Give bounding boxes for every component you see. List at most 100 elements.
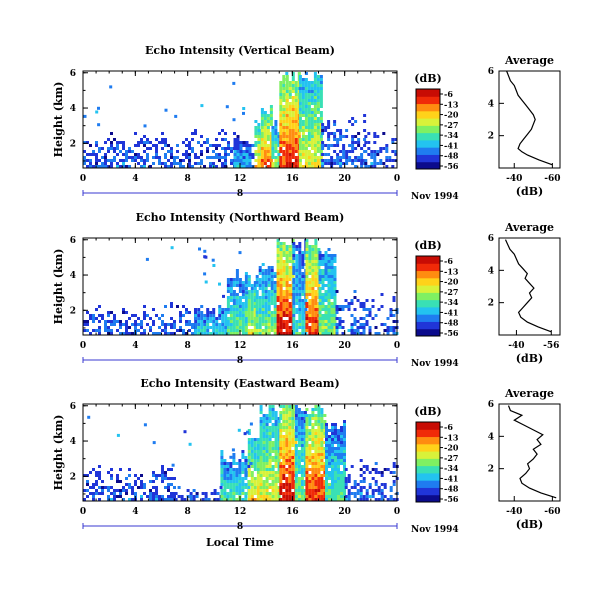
heatmap-cell	[294, 450, 298, 453]
heatmap-cell	[89, 162, 92, 165]
heatmap-cell	[197, 141, 200, 144]
heatmap-cell	[264, 272, 268, 275]
heatmap-cell	[297, 441, 301, 444]
heatmap-cell	[294, 108, 298, 111]
heatmap-cell	[294, 414, 298, 417]
heatmap-cell	[356, 326, 360, 329]
heatmap-cell	[89, 332, 92, 335]
heatmap-cell	[253, 302, 257, 305]
heatmap-cell	[256, 483, 260, 486]
heatmap-cell	[285, 84, 289, 87]
heatmap-cell	[301, 105, 305, 108]
heatmap-cell	[317, 420, 321, 423]
heatmap-cell	[297, 492, 301, 495]
heatmap-cell	[340, 495, 343, 498]
x-tick-label: 12	[234, 174, 247, 184]
heatmap-cell	[348, 144, 352, 147]
heatmap-cell	[368, 495, 372, 498]
x-tick-label: 16	[286, 341, 299, 351]
heatmap-cell	[359, 480, 363, 483]
colorbar-swatch	[416, 321, 440, 330]
heatmap-cell	[314, 420, 318, 423]
heatmap-cell	[321, 305, 325, 308]
heatmap-cell	[104, 323, 107, 326]
heatmap-cell	[301, 147, 305, 150]
heatmap-cell	[308, 290, 312, 293]
colorbar-swatch	[416, 270, 440, 279]
heatmap-cell	[305, 239, 309, 242]
heatmap-cell	[285, 293, 289, 296]
heatmap-cell	[104, 162, 107, 165]
heatmap-cell	[251, 153, 255, 156]
heatmap-cell	[229, 468, 233, 471]
heatmap-cell	[333, 138, 337, 141]
heatmap-cell	[310, 93, 314, 96]
heatmap-cell	[116, 474, 119, 477]
heatmap-cell	[261, 293, 265, 296]
panel-title: Echo Intensity (Eastward Beam)	[140, 377, 339, 390]
heatmap-cell	[270, 326, 274, 329]
heatmap-cell	[164, 326, 167, 329]
heatmap-cell	[338, 326, 342, 329]
heatmap-cell	[321, 260, 325, 263]
heatmap-cell	[282, 269, 286, 272]
heatmap-cell	[245, 162, 249, 165]
heatmap-cell	[262, 495, 266, 498]
heatmap-cell	[327, 275, 331, 278]
heatmap-cell	[189, 498, 193, 501]
x-tick-label: 0	[394, 507, 400, 517]
heatmap-cell	[327, 323, 331, 326]
heatmap-cell	[380, 492, 384, 495]
heatmap-cell	[219, 486, 223, 489]
heatmap-cell	[356, 489, 360, 492]
heatmap-cell	[209, 332, 213, 335]
heatmap-cell	[238, 486, 242, 489]
heatmap-cell	[110, 165, 113, 168]
heatmap-cell	[291, 441, 295, 444]
heatmap-cell	[288, 150, 292, 153]
heatmap-cell	[295, 245, 299, 248]
heatmap-cell	[122, 141, 125, 144]
heatmap-cell	[288, 495, 292, 498]
heatmap-cell	[244, 278, 248, 281]
heatmap-cell	[268, 471, 272, 474]
profile-x-tick-label: -40	[506, 507, 522, 517]
heatmap-cell	[238, 323, 242, 326]
heatmap-cell	[373, 159, 377, 162]
heatmap-cell	[262, 420, 266, 423]
heatmap-cell	[285, 296, 289, 299]
heatmap-cell	[282, 248, 286, 251]
heatmap-cell	[351, 135, 355, 138]
heatmap-cell	[182, 332, 185, 335]
heatmap-cell	[261, 311, 265, 314]
heatmap-cell	[164, 162, 167, 165]
heatmap-cell	[288, 429, 292, 432]
heatmap-cell	[264, 296, 268, 299]
heatmap-cell	[276, 278, 280, 281]
heatmap-cell	[297, 72, 301, 75]
heatmap-cell	[258, 299, 262, 302]
colorbar-frame	[415, 255, 441, 337]
heatmap-cell	[262, 438, 266, 441]
heatmap-cell	[257, 135, 261, 138]
heatmap-cell	[291, 87, 295, 90]
heatmap-cell	[301, 263, 305, 266]
heatmap-cell	[200, 311, 204, 314]
profile-line	[507, 405, 557, 499]
heatmap-cell	[170, 332, 173, 335]
heatmap-cell	[247, 465, 251, 468]
heatmap-cell	[161, 471, 164, 474]
heatmap-cell	[274, 486, 278, 489]
heatmap-cell	[285, 489, 289, 492]
heatmap-cell	[116, 320, 119, 323]
heatmap-cell	[310, 156, 314, 159]
heatmap-cell	[341, 320, 345, 323]
heatmap-cell	[241, 281, 245, 284]
heatmap-cell	[304, 308, 308, 311]
heatmap-cell	[330, 329, 334, 332]
heatmap-cell	[271, 471, 275, 474]
heatmap-cell	[271, 477, 275, 480]
heatmap-cell	[265, 477, 269, 480]
heatmap-cell	[368, 314, 372, 317]
